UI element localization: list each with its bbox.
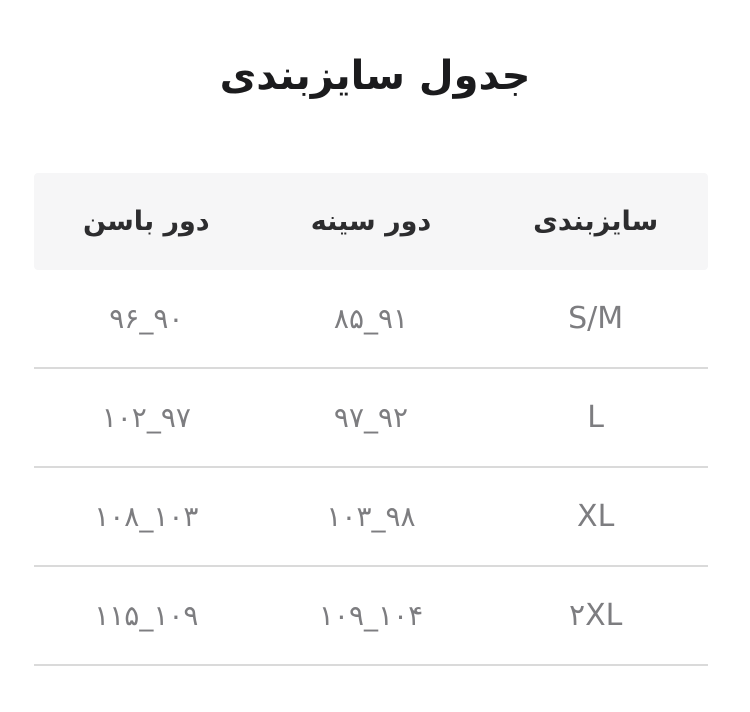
- chest-cell: ۱۰۹_۱۰۴: [318, 599, 424, 632]
- page-title: جدول سایزبندی: [219, 53, 531, 99]
- chest-cell: ۸۵_۹۱: [333, 302, 409, 335]
- hip-cell: ۱۰۸_۱۰۳: [94, 500, 199, 533]
- table-row: L ۹۷_۹۲ ۱۰۲_۹۷: [34, 369, 708, 468]
- size-cell: ۲XL: [568, 598, 623, 633]
- header-cell-chest: دور سینه: [310, 206, 432, 237]
- hip-cell: ۱۱۵_۱۰۹: [94, 599, 199, 632]
- hip-cell: ۱۰۲_۹۷: [101, 401, 191, 434]
- chest-cell: ۱۰۳_۹۸: [326, 500, 416, 533]
- table-row: XL ۱۰۳_۹۸ ۱۰۸_۱۰۳: [34, 468, 708, 567]
- header-cell-hip: دور باسن: [82, 206, 210, 237]
- size-cell: L: [587, 400, 605, 435]
- size-cell: S/M: [568, 301, 624, 336]
- header-cell-size: سایزبندی: [533, 206, 659, 237]
- table-header-row: سایزبندی دور سینه دور باسن: [34, 173, 708, 270]
- hip-cell: ۹۶_۹۰: [109, 302, 184, 335]
- table-row: ۲XL ۱۰۹_۱۰۴ ۱۱۵_۱۰۹: [34, 567, 708, 666]
- table-row: S/M ۸۵_۹۱ ۹۶_۹۰: [34, 270, 708, 369]
- size-table: سایزبندی دور سینه دور باسن S/M ۸۵_۹۱ ۹۶_…: [34, 173, 708, 666]
- chest-cell: ۹۷_۹۲: [333, 401, 409, 434]
- size-cell: XL: [577, 499, 615, 534]
